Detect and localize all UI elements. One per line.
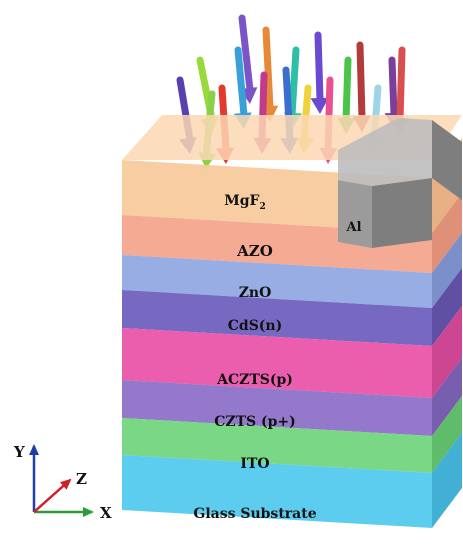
- coordinate-axes: Y XZ: [13, 443, 112, 522]
- layer-side-6: [432, 396, 462, 473]
- layer-front-3: [122, 290, 432, 346]
- al-contact-side: [372, 178, 432, 248]
- y-axis-arrow: [29, 444, 39, 512]
- layer-front-7: [122, 455, 432, 528]
- layer-stack: [122, 115, 462, 528]
- layer-front-5: [122, 380, 432, 436]
- x-axis-label: X: [100, 504, 112, 522]
- layer-labels: MgF2 AZO ZnO CdS(n) ACZTS(p) CZTS (p+) ITO Glas…: [193, 193, 361, 522]
- x-axis-arrow: [34, 507, 94, 517]
- layer-label-1: AZO: [236, 242, 273, 260]
- layer-label-0: MgF2: [224, 193, 266, 212]
- z-axis-label: Z: [76, 470, 87, 488]
- light-ray-arrow: [310, 31, 329, 114]
- layer-side-7: [432, 433, 462, 528]
- al-label: Al: [345, 220, 361, 235]
- y-axis-label: Y: [13, 443, 25, 461]
- z-axis-arrow: [33, 478, 72, 513]
- layer-front-6: [122, 418, 432, 473]
- al-contact-end: [398, 118, 462, 200]
- layer-side-5: [432, 358, 462, 436]
- layer-side-2: [432, 233, 462, 308]
- layer-label-3: CdS(n): [228, 318, 282, 334]
- layer-side-3: [432, 268, 462, 346]
- al-contact-front: [338, 180, 372, 248]
- layer-label-5: CZTS (p+): [214, 414, 296, 430]
- layer-front-2: [122, 255, 432, 308]
- layer-label-4: ACZTS(p): [216, 372, 293, 388]
- layer-label-6: ITO: [240, 456, 269, 472]
- layer-label-7: Glass Substrate: [193, 506, 316, 522]
- layer-label-sub-0: 2: [259, 202, 265, 212]
- layer-label-2: ZnO: [239, 285, 272, 301]
- layer-side-1: [432, 193, 462, 273]
- al-contact-top: [338, 118, 432, 186]
- layer-side-4: [432, 306, 462, 398]
- layer-front-4: [122, 328, 432, 398]
